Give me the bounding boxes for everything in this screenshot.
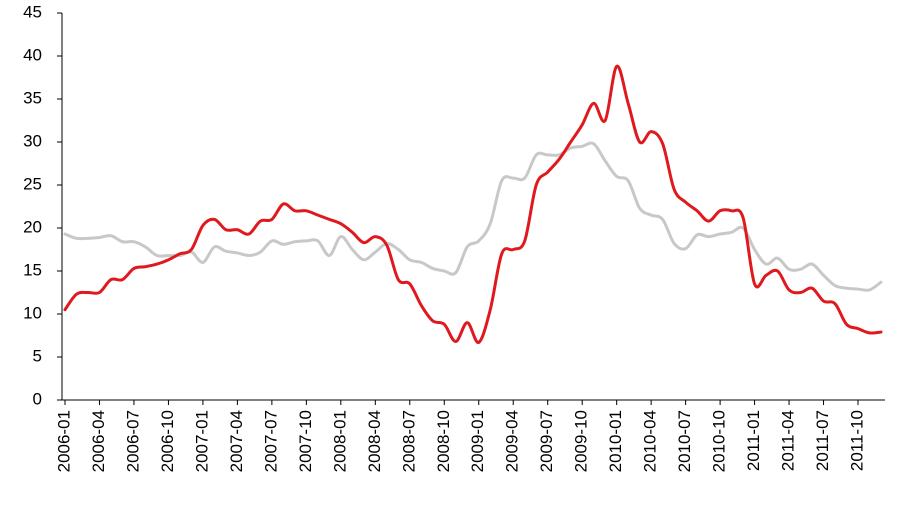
- y-tick-label: 45: [23, 2, 42, 21]
- y-tick-label: 15: [23, 260, 42, 279]
- x-tick-label: 2007-04: [227, 410, 246, 472]
- y-tick-label: 0: [33, 389, 42, 408]
- x-tick-label: 2009-07: [537, 410, 556, 472]
- y-tick-label: 25: [23, 174, 42, 193]
- y-tick-label: 10: [23, 303, 42, 322]
- x-tick-label: 2008-07: [399, 410, 418, 472]
- x-tick-label: 2007-07: [261, 410, 280, 472]
- x-tick-label: 2006-10: [158, 410, 177, 472]
- x-tick-label: 2010-10: [710, 410, 729, 472]
- x-tick-label: 2009-04: [503, 410, 522, 472]
- x-tick-label: 2008-01: [330, 410, 349, 472]
- x-tick-label: 2009-01: [468, 410, 487, 472]
- x-tick-label: 2010-07: [675, 410, 694, 472]
- x-tick-label: 2006-04: [89, 410, 108, 472]
- y-tick-label: 35: [23, 88, 42, 107]
- x-tick-label: 2006-01: [54, 410, 73, 472]
- x-tick-label: 2008-10: [434, 410, 453, 472]
- line-series: [63, 64, 883, 344]
- x-tick-label: 2011-10: [847, 410, 866, 471]
- x-tick-label: 2006-07: [123, 410, 142, 472]
- x-tick-label: 2011-07: [813, 410, 832, 471]
- y-tick-label: 40: [23, 45, 42, 64]
- x-tick-label: 2007-01: [192, 410, 211, 472]
- x-tick-label: 2010-04: [641, 410, 660, 472]
- y-tick-label: 20: [23, 217, 42, 236]
- line-series: [63, 141, 883, 292]
- y-tick-label: 30: [23, 131, 42, 150]
- x-tick-label: 2011-04: [779, 410, 798, 471]
- x-tick-label: 2008-04: [365, 410, 384, 472]
- x-tick-label: 2007-10: [296, 410, 315, 472]
- y-tick-label: 5: [33, 346, 42, 365]
- x-tick-label: 2009-10: [572, 410, 591, 472]
- x-tick-label: 2010-01: [606, 410, 625, 472]
- x-tick-label: 2011-01: [744, 410, 763, 471]
